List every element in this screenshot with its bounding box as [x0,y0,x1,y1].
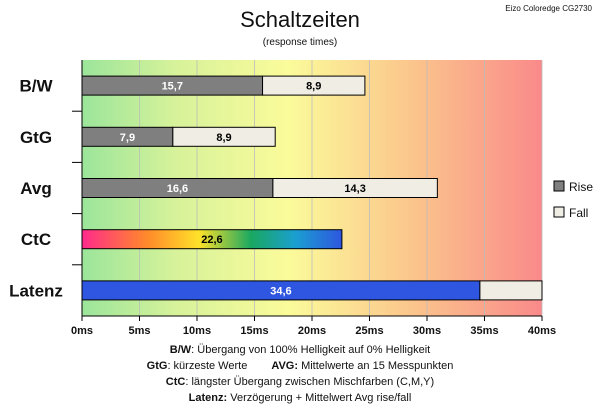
footnote-bw: B/W: Übergang von 100% Helligkeit auf 0%… [170,344,430,356]
x-axis-ticks: 0ms 5ms 10ms 15ms 20ms 25ms 30ms 35ms 40ms [71,60,556,337]
bar-fall-latenz [479,280,543,301]
x-tick-label-3: 15ms [240,325,268,337]
x-tick-label-4: 20ms [298,325,326,337]
category-label-ctc: CtC [21,230,51,249]
bar-fall-label-b-w: 8,9 [306,81,321,93]
bar-fall-avg [272,178,438,198]
bar-fall-label-gtg: 8,9 [216,132,231,144]
chart-title: Schaltzeiten [240,7,360,32]
footnote-latenz-text: Verzögerung + Mittelwert Avg rise/fall [227,392,411,404]
bar-fall-label-avg: 14,3 [344,183,365,195]
chart-subtitle: (response times) [263,37,337,48]
footnote-ctc-text: : längster Übergang zwischen Mischfarben… [185,376,434,388]
footnote-bw-text: : Übergang von 100% Helligkeit auf 0% He… [191,344,430,356]
footnote-ctc: CtC: längster Übergang zwischen Mischfar… [166,376,434,388]
monitor-model-label: Eizo Coloredge CG2730 [505,4,592,13]
footnote-ctc-key: CtC [166,376,186,388]
bars: 15,7 8,9 7,9 8,9 16,6 14,3 22,6 34,6 [81,75,543,301]
legend: Rise Fall [553,180,593,220]
bar-rise-label-b-w: 15,7 [162,81,183,93]
legend-swatch-rise [553,180,565,192]
footnote-latenz-key: Latenz: [189,392,228,404]
x-tick-label-1: 5ms [128,325,150,337]
footnote-gtg-avg: GtG: kürzeste Werte AVG: Mittelwerte an 1… [147,360,454,372]
bar-rise-label-ctc: 22,6 [201,234,222,246]
bar-rise-label-latenz: 34,6 [270,285,291,297]
x-tick-label-5: 25ms [355,325,383,337]
footnote-avg-key: AVG: [271,360,298,372]
footnotes: B/W: Übergang von 100% Helligkeit auf 0%… [147,344,454,404]
x-tick-label-0: 0ms [71,325,93,337]
footnote-gtg-text: : kürzeste Werte [167,360,247,372]
category-label-avg: Avg [20,179,52,198]
bar-rise-label-gtg: 7,9 [120,132,135,144]
legend-label-rise: Rise [569,180,593,194]
x-tick-label-7: 35ms [470,325,498,337]
x-tick-label-6: 30ms [413,325,441,337]
category-label-gtg: GtG [20,128,52,147]
legend-label-fall: Fall [569,206,588,220]
x-tick-label-8: 40ms [528,325,556,337]
bar-fall-b-w [262,75,366,96]
bar-rise-label-avg: 16,6 [167,183,188,195]
footnote-avg-text: Mittelwerte an 15 Messpunkten [298,360,453,372]
footnote-bw-key: B/W [170,344,192,356]
footnote-gtg-key: GtG [147,360,168,372]
x-tick-label-2: 10ms [183,325,211,337]
category-label-b-w: B/W [19,77,53,96]
bar-fall-gtg [172,126,276,147]
legend-swatch-fall [553,206,565,218]
footnote-latenz: Latenz: Verzögerung + Mittelwert Avg ris… [189,392,412,404]
category-label-latenz: Latenz [9,281,63,300]
category-labels: B/W GtG Avg CtC Latenz [9,77,63,301]
